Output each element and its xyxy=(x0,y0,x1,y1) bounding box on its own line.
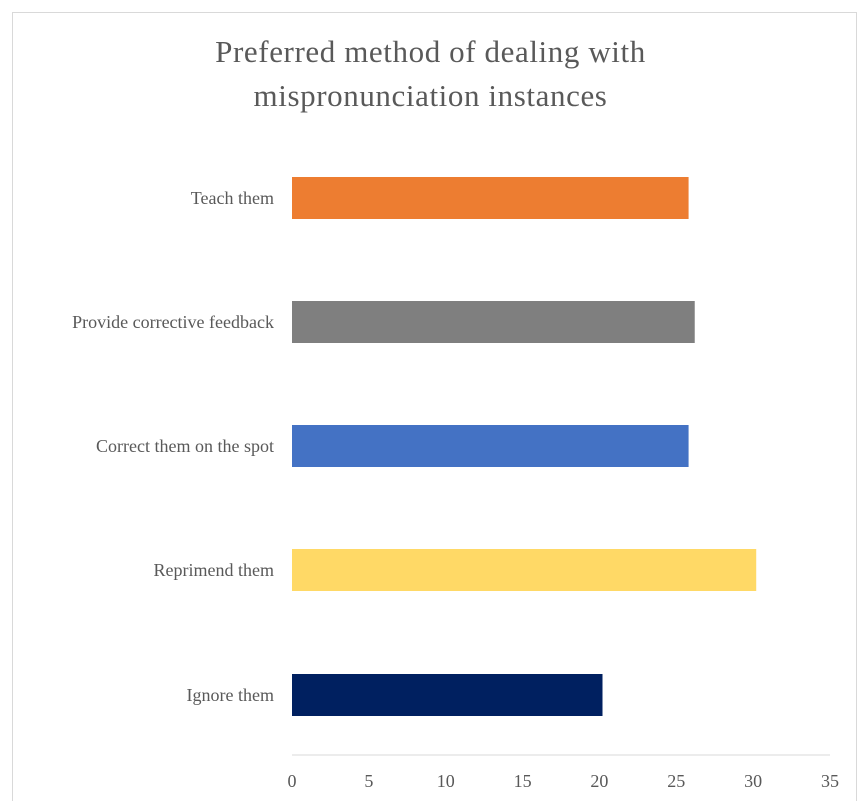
category-label-correct-them-on-the-spot: Correct them on the spot xyxy=(96,436,274,456)
bar-reprimend-them xyxy=(292,549,757,591)
bar-provide-corrective-feedback xyxy=(292,301,695,343)
x-tick-label-15: 15 xyxy=(514,771,532,791)
x-tick-label-35: 35 xyxy=(821,771,839,791)
bars-group xyxy=(292,177,757,716)
bar-correct-them-on-the-spot xyxy=(292,425,689,467)
category-label-provide-corrective-feedback: Provide corrective feedback xyxy=(72,312,274,332)
category-label-reprimend-them: Reprimend them xyxy=(154,560,274,580)
x-tick-label-0: 0 xyxy=(288,771,297,791)
chart-title-line-1: Preferred method of dealing with xyxy=(215,34,646,69)
chart-title-line-2: mispronunciation instances xyxy=(253,78,608,113)
category-label-teach-them: Teach them xyxy=(191,188,274,208)
chart-title: Preferred method of dealing with mispron… xyxy=(0,30,861,118)
bar-ignore-them xyxy=(292,674,603,716)
x-tick-label-30: 30 xyxy=(744,771,762,791)
category-label-ignore-them: Ignore them xyxy=(187,685,274,705)
x-tick-label-10: 10 xyxy=(437,771,455,791)
chart-frame xyxy=(12,12,857,801)
bar-teach-them xyxy=(292,177,689,219)
category-labels-group: Teach them Provide corrective feedback Cor… xyxy=(72,188,274,705)
x-tick-labels-group: 0 5 10 15 20 25 30 35 xyxy=(288,771,840,791)
x-tick-label-5: 5 xyxy=(364,771,373,791)
x-tick-label-25: 25 xyxy=(667,771,685,791)
x-tick-label-20: 20 xyxy=(590,771,608,791)
